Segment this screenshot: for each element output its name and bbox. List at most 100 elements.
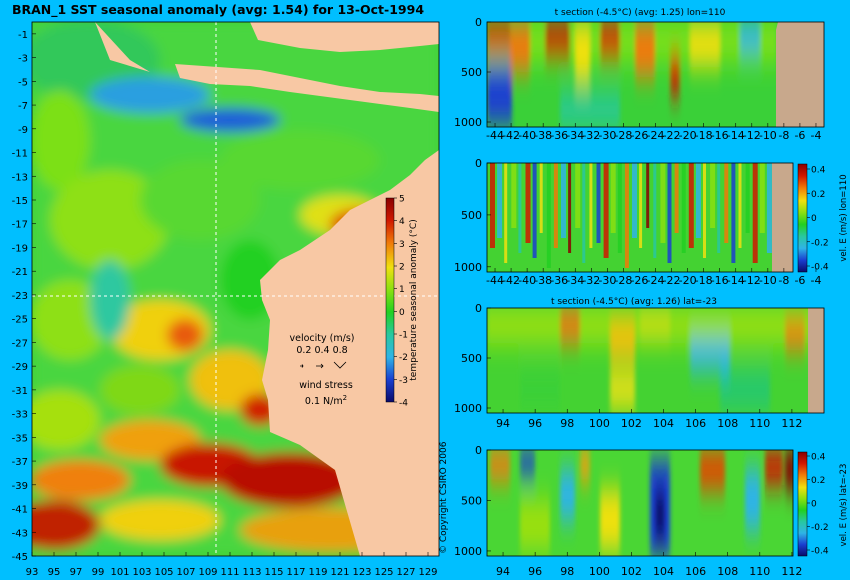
map-y-tick-label: -27 (12, 338, 28, 349)
panel-x-tick-label: -4 (810, 274, 821, 287)
map-y-tick-label: -19 (12, 243, 28, 254)
panel-colorbar-label-vel-lat23: vel. E (m/s) lat=-23 (839, 464, 849, 547)
map-x-tick-label: 125 (374, 567, 393, 578)
panel-y-tick-label: 0 (475, 444, 482, 457)
map-colorbar-tick-label: 0 (399, 308, 405, 318)
panel-x-tick-label: 110 (749, 565, 770, 578)
panel-colorbar-tick-label: 0.2 (811, 190, 825, 200)
panel-x-tick-label: -20 (679, 274, 697, 287)
panel-x-tick-label: -16 (711, 274, 729, 287)
panel-x-tick-label: 102 (621, 565, 642, 578)
map-y-tick-label: -3 (18, 54, 28, 65)
map-y-tick-label: -29 (12, 362, 28, 373)
panel-y-axis-temp-lon110: 0 500 1000 (454, 16, 491, 129)
panel-x-tick-label: -34 (566, 274, 584, 287)
panel-x-tick-label: 112 (781, 417, 802, 430)
panel-colorbar-tick-label: -0.4 (811, 263, 829, 273)
map-y-tick-label: -23 (12, 291, 28, 302)
panel-colorbar-tick-label: 0 (811, 214, 817, 224)
panel-x-tick-label: -24 (647, 274, 665, 287)
map-colorbar-tick-label: 4 (399, 217, 405, 227)
panel-x-tick-label: -34 (566, 129, 584, 142)
panel-title-temp-lat23: t section (-4.5°C) (avg: 1.26) lat=-23 (551, 297, 717, 307)
panel-x-tick-label: -40 (518, 274, 536, 287)
panel-colorbar-vel-lat23: 0.4 0.2 0 -0.2 -0.4 vel. E (m/s) lat=-23 (797, 451, 849, 557)
map-y-tick-label: -17 (12, 220, 28, 231)
panel-y-tick-label: 500 (461, 494, 482, 507)
map-colorbar-tick-label: -2 (399, 353, 408, 363)
panel-colorbar-tick-label: -0.2 (811, 523, 829, 533)
panel-x-tick-label: -32 (582, 129, 600, 142)
wind-stress-label: wind stress (299, 380, 353, 391)
panel-x-tick-label: -22 (663, 129, 681, 142)
map-x-tick-label: 103 (132, 567, 151, 578)
panel-y-axis-vel-lon110: 0 500 1000 (454, 157, 491, 274)
panel-y-tick-label: 500 (461, 209, 482, 222)
panel-x-tick-label: -6 (794, 129, 805, 142)
panel-colorbar-tick-label: 0.4 (811, 166, 826, 176)
map-y-tick-label: -43 (12, 528, 28, 539)
panel-x-tick-label: 100 (589, 417, 610, 430)
panel-y-tick-label: 0 (475, 157, 482, 170)
panel-x-tick-label: -30 (598, 274, 616, 287)
panel-x-tick-label: -42 (502, 129, 520, 142)
panel-x-tick-label: -28 (614, 274, 632, 287)
panel-colorbar-tick-label: 0 (811, 500, 817, 510)
panel-colorbar-tick-label: 0.4 (811, 453, 826, 463)
panel-y-tick-label: 1000 (454, 402, 482, 415)
map-x-tick-label: 107 (176, 567, 195, 578)
panel-x-tick-label: 104 (653, 565, 674, 578)
panel-x-tick-label: -12 (743, 274, 761, 287)
panel-x-axis-temp-lon110: -44-42-40-38-36-34-32-30-28-26-24-22-20-… (486, 123, 821, 142)
panel-x-axis-vel-lon110: -44-42-40-38-36-34-32-30-28-26-24-22-20-… (486, 268, 821, 287)
panel-x-tick-label: -18 (695, 129, 713, 142)
map-x-tick-label: 97 (70, 567, 83, 578)
panel-x-tick-label: -28 (614, 129, 632, 142)
map-x-tick-label: 101 (110, 567, 129, 578)
map-colorbar-tick-label: 2 (399, 263, 405, 273)
map-y-tick-label: -41 (12, 505, 28, 516)
map-x-tick-label: 93 (26, 567, 39, 578)
map-colorbar-tick-label: 1 (399, 285, 405, 295)
map-y-tick-label: -9 (18, 125, 28, 136)
panel-x-tick-label: -32 (582, 274, 600, 287)
panel-y-tick-label: 500 (461, 66, 482, 79)
panel-x-tick-label: 108 (717, 565, 738, 578)
panel-field-vel-lon110 (487, 163, 793, 272)
velocity-scale-arrows (300, 361, 347, 369)
map-y-axis: -1 -3 -5 -7 -9 -11 -13 -15 -17 -19 -21 -23 -25 -27 -29… (12, 30, 36, 563)
panel-x-tick-label: -12 (743, 129, 761, 142)
wind-stress-value: 0.1 N/m2 (305, 394, 347, 407)
panel-y-axis-temp-lat23: 0 500 1000 (454, 302, 491, 415)
panel-colorbar-tick-label: 0.2 (811, 476, 825, 486)
panel-x-tick-label: 96 (528, 565, 542, 578)
panel-x-tick-label: 94 (496, 417, 510, 430)
panel-temp-lon110: t section (-4.5°C) (avg: 1.25) lon=110 0… (454, 8, 825, 142)
main-title: BRAN_1 SST seasonal anomaly (avg: 1.54) … (12, 2, 424, 18)
map-x-tick-label: 95 (48, 567, 61, 578)
panel-x-tick-label: -26 (630, 274, 648, 287)
panel-colorbar-tick-label: -0.4 (811, 547, 829, 557)
land-java (175, 64, 439, 112)
panel-field-vel-lat23 (487, 450, 793, 556)
panel-x-tick-label: -10 (759, 129, 777, 142)
sst-map-field (32, 22, 439, 556)
map-colorbar-tick-label: 3 (399, 240, 405, 250)
panel-x-tick-label: -26 (630, 129, 648, 142)
map-y-tick-label: -21 (12, 267, 28, 278)
panel-x-tick-label: 94 (496, 565, 510, 578)
panel-x-tick-label: -6 (794, 274, 805, 287)
map-y-tick-label: -1 (18, 30, 28, 41)
panel-y-tick-label: 0 (475, 302, 482, 315)
velocity-legend: velocity (m/s) 0.2 0.4 0.8 wind stress 0… (290, 333, 355, 407)
panel-x-axis-temp-lat23: 94 96 98 100 102 104 106 108 110 112 (496, 409, 802, 430)
panel-x-tick-label: -42 (502, 274, 520, 287)
map-x-tick-label: 113 (242, 567, 261, 578)
panel-x-tick-label: 102 (621, 417, 642, 430)
map-y-tick-label: -31 (12, 386, 28, 397)
map-colorbar-tick-label: -1 (399, 331, 408, 341)
panel-colorbar-vel-lon110: 0.4 0.2 0 -0.2 -0.4 vel. E (m/s) lon=110 (797, 163, 849, 273)
map-x-tick-label: 99 (92, 567, 105, 578)
land-indonesia (95, 22, 439, 72)
